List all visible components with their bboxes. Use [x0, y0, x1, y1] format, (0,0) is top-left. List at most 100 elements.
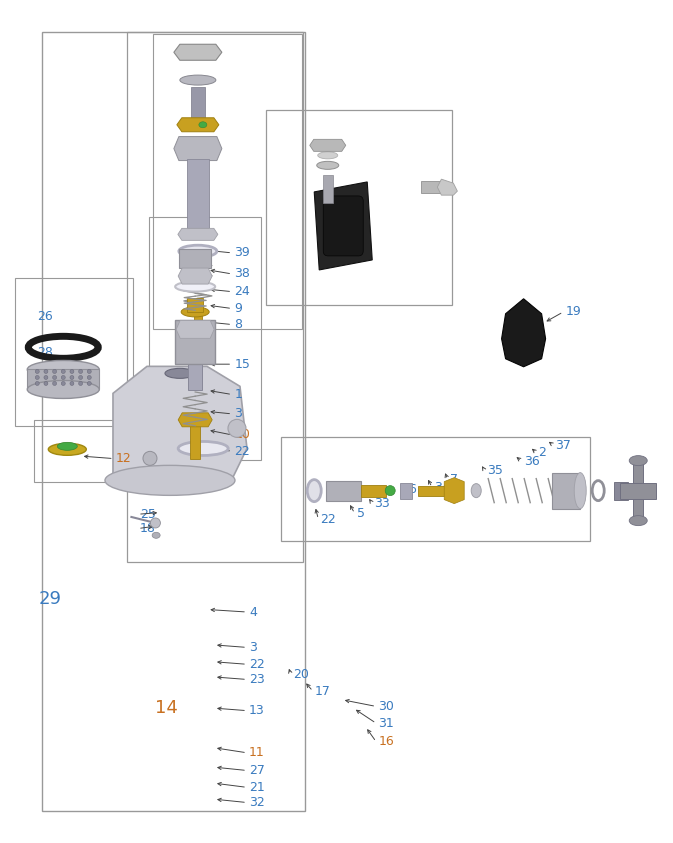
Circle shape: [87, 375, 92, 379]
Text: 30: 30: [378, 700, 394, 713]
Ellipse shape: [307, 480, 321, 502]
Bar: [266, 110, 452, 305]
Ellipse shape: [228, 419, 246, 438]
Circle shape: [35, 382, 39, 385]
Text: 39: 39: [234, 246, 250, 260]
Ellipse shape: [165, 368, 195, 379]
Text: 38: 38: [234, 267, 250, 281]
Bar: [621, 483, 656, 498]
Polygon shape: [176, 320, 214, 338]
Ellipse shape: [143, 451, 157, 465]
Text: 5: 5: [357, 507, 365, 520]
Text: 20: 20: [293, 668, 309, 681]
Circle shape: [35, 375, 39, 379]
Text: 26: 26: [37, 309, 52, 323]
Text: 37: 37: [555, 438, 571, 452]
Text: 23: 23: [249, 673, 264, 686]
Circle shape: [70, 369, 74, 373]
Text: 8: 8: [234, 318, 242, 331]
Circle shape: [52, 369, 57, 373]
Text: 3: 3: [249, 641, 257, 654]
Text: 28: 28: [37, 346, 53, 359]
Bar: [326, 481, 361, 501]
Polygon shape: [113, 367, 247, 483]
Ellipse shape: [385, 486, 395, 496]
Circle shape: [79, 375, 83, 379]
Bar: [323, 175, 332, 203]
Text: 36: 36: [524, 454, 539, 468]
Bar: [400, 483, 413, 498]
Text: 31: 31: [378, 717, 394, 730]
Bar: [179, 249, 211, 268]
Bar: [175, 320, 215, 364]
Text: 4: 4: [249, 605, 257, 619]
Text: 16: 16: [378, 735, 394, 749]
Bar: [190, 420, 200, 459]
Bar: [361, 485, 386, 497]
Bar: [28, 369, 99, 389]
Ellipse shape: [317, 161, 339, 169]
Text: 35: 35: [487, 464, 503, 477]
Text: 7: 7: [450, 473, 458, 486]
Polygon shape: [178, 413, 212, 427]
Text: 29: 29: [39, 589, 62, 608]
Bar: [633, 459, 643, 523]
Ellipse shape: [175, 282, 215, 292]
Bar: [418, 486, 446, 496]
Circle shape: [79, 369, 83, 373]
Ellipse shape: [183, 270, 207, 278]
Polygon shape: [310, 139, 346, 152]
Bar: [187, 158, 209, 228]
Text: 33: 33: [374, 497, 390, 510]
Polygon shape: [174, 45, 222, 60]
Ellipse shape: [629, 455, 647, 465]
Bar: [421, 181, 444, 193]
Circle shape: [52, 382, 57, 385]
Circle shape: [35, 369, 39, 373]
Text: 3: 3: [234, 407, 242, 421]
Polygon shape: [444, 478, 464, 503]
Text: 2: 2: [538, 446, 546, 459]
Text: 34: 34: [434, 481, 450, 494]
Bar: [191, 87, 205, 122]
Text: 9: 9: [234, 302, 242, 315]
Bar: [15, 278, 133, 426]
Text: 13: 13: [249, 704, 264, 717]
Ellipse shape: [178, 442, 228, 455]
Text: 12: 12: [116, 452, 131, 465]
Circle shape: [150, 518, 160, 528]
Ellipse shape: [48, 443, 86, 455]
Ellipse shape: [318, 152, 338, 158]
Text: 6: 6: [409, 483, 417, 497]
Circle shape: [87, 382, 92, 385]
Polygon shape: [174, 137, 222, 160]
Ellipse shape: [574, 473, 586, 508]
Circle shape: [44, 369, 48, 373]
Text: 22: 22: [234, 444, 250, 458]
Polygon shape: [177, 118, 219, 132]
Circle shape: [87, 369, 92, 373]
Circle shape: [52, 375, 57, 379]
Bar: [188, 364, 202, 390]
Ellipse shape: [57, 443, 77, 450]
Ellipse shape: [105, 465, 235, 496]
Text: 10: 10: [234, 428, 250, 442]
Bar: [34, 420, 133, 482]
Bar: [281, 437, 590, 541]
Text: 24: 24: [234, 285, 250, 298]
Circle shape: [70, 382, 74, 385]
Text: 25: 25: [140, 507, 156, 521]
Polygon shape: [437, 180, 458, 195]
Text: 22: 22: [320, 513, 336, 526]
Circle shape: [44, 375, 48, 379]
Text: 17: 17: [315, 685, 331, 698]
Ellipse shape: [28, 361, 99, 379]
Polygon shape: [194, 350, 202, 362]
Ellipse shape: [152, 532, 160, 539]
Bar: [42, 32, 305, 811]
Bar: [614, 481, 628, 500]
Circle shape: [44, 382, 48, 385]
Circle shape: [61, 369, 65, 373]
Text: 11: 11: [249, 746, 264, 760]
Bar: [553, 473, 580, 508]
